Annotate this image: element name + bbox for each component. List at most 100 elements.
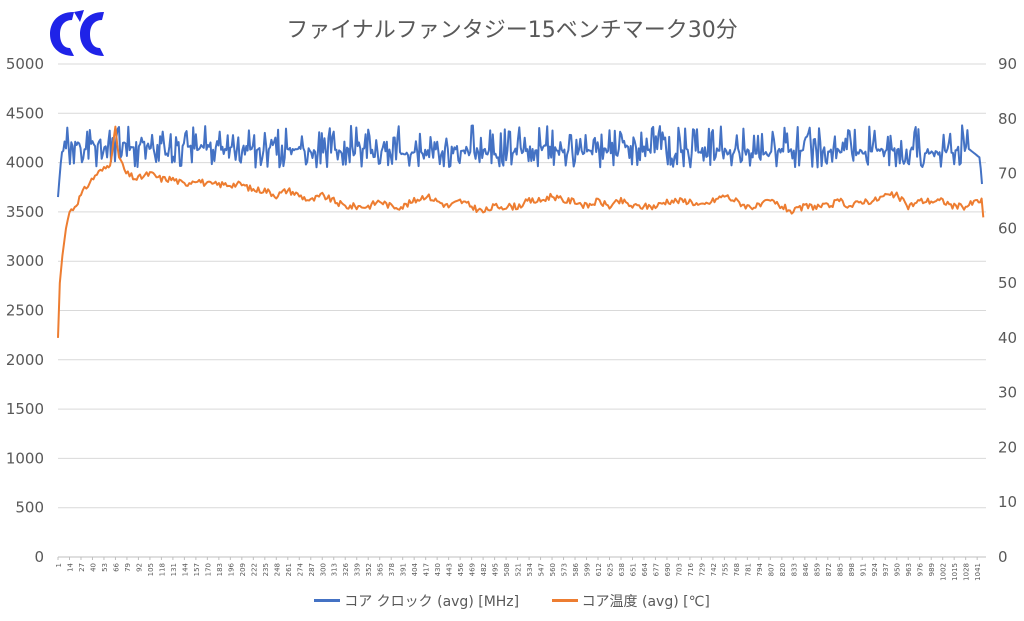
legend-item-temp: コア温度 (avg) [℃] <box>551 591 710 611</box>
x-tick-label: 846 <box>802 562 810 576</box>
legend-swatch-clock <box>314 599 341 602</box>
x-tick-label: 118 <box>158 563 166 576</box>
x-tick-label: 456 <box>457 562 465 576</box>
x-tick-label: 755 <box>721 563 729 576</box>
x-tick-label: 287 <box>308 563 316 576</box>
x-tick-label: 209 <box>239 563 247 576</box>
x-tick-label: 1041 <box>974 563 982 581</box>
x-tick-label: 430 <box>434 563 442 576</box>
y-right-tick-label: 20 <box>998 438 1017 456</box>
x-tick-label: 612 <box>595 563 603 576</box>
x-tick-label: 586 <box>572 562 580 576</box>
x-tick-label: 1028 <box>963 563 971 581</box>
x-tick-label: 729 <box>698 563 706 576</box>
y-left-tick-label: 3500 <box>6 203 44 221</box>
legend-label-temp: コア温度 (avg) [℃] <box>581 593 710 610</box>
x-tick-label: 170 <box>204 563 212 576</box>
y-left-tick-label: 4500 <box>6 104 44 122</box>
x-tick-label: 482 <box>480 563 488 576</box>
x-tick-label: 105 <box>147 563 155 576</box>
x-tick-label: 1 <box>55 563 63 567</box>
x-tick-label: 92 <box>135 563 143 572</box>
x-tick-label: 183 <box>216 563 224 576</box>
x-tick-label: 391 <box>400 563 408 576</box>
x-tick-label: 820 <box>779 563 787 576</box>
x-tick-label: 859 <box>813 563 821 576</box>
x-tick-label: 508 <box>503 563 511 576</box>
x-tick-label: 950 <box>894 563 902 576</box>
x-tick-label: 1002 <box>940 563 948 581</box>
x-tick-label: 40 <box>89 563 97 572</box>
x-tick-label: 443 <box>446 563 454 576</box>
legend: コア クロック (avg) [MHz] コア温度 (avg) [℃] <box>0 590 1024 611</box>
x-tick-label: 911 <box>859 563 867 576</box>
series-lines <box>57 124 985 338</box>
x-axis: 1 14 27 40 53 66 79 92 105 118 131 144 157 170 183 196 2… <box>55 556 986 581</box>
x-tick-label: 1015 <box>951 563 959 581</box>
y-right-tick-label: 80 <box>998 110 1017 128</box>
y-right-tick-label: 90 <box>998 55 1017 73</box>
y-left-tick-label: 5000 <box>6 55 44 73</box>
logo-left-c-icon <box>50 12 74 56</box>
x-tick-label: 664 <box>641 562 649 576</box>
x-tick-label: 404 <box>411 562 419 576</box>
x-tick-label: 521 <box>515 563 523 576</box>
logo-right-c-icon <box>80 12 104 56</box>
y-left-tick-label: 1500 <box>6 400 44 418</box>
x-tick-label: 417 <box>423 563 431 576</box>
x-tick-label: 144 <box>181 562 189 576</box>
x-tick-label: 573 <box>561 563 569 576</box>
x-tick-label: 352 <box>365 563 373 576</box>
x-tick-label: 768 <box>733 563 741 576</box>
gridlines <box>58 63 986 558</box>
x-tick-label: 261 <box>285 563 293 576</box>
series-line-clock <box>57 124 983 198</box>
y-left-tick-label: 3000 <box>6 252 44 270</box>
y-left-tick-label: 4000 <box>6 154 44 172</box>
x-tick-label: 495 <box>492 563 500 576</box>
x-tick-label: 365 <box>377 563 385 576</box>
x-tick-label: 703 <box>675 563 683 576</box>
legend-label-clock: コア クロック (avg) [MHz] <box>344 593 520 610</box>
x-tick-label: 274 <box>296 562 304 576</box>
legend-swatch-temp <box>551 599 578 602</box>
x-tick-label: 313 <box>331 563 339 576</box>
x-tick-label: 157 <box>193 563 201 576</box>
legend-item-clock: コア クロック (avg) [MHz] <box>314 591 519 611</box>
x-tick-label: 534 <box>526 562 534 576</box>
x-tick-label: 599 <box>584 563 592 576</box>
x-tick-label: 300 <box>319 563 327 576</box>
x-tick-label: 651 <box>629 563 637 576</box>
x-tick-label: 235 <box>262 563 270 576</box>
x-tick-label: 79 <box>124 563 132 572</box>
chart-title: ファイナルファンタジー15ベンチマーク30分 <box>286 18 738 43</box>
x-tick-label: 547 <box>538 563 546 576</box>
x-tick-label: 924 <box>871 562 879 576</box>
x-tick-label: 638 <box>618 563 626 576</box>
x-tick-label: 560 <box>549 563 557 576</box>
x-tick-label: 963 <box>905 563 913 576</box>
x-tick-label: 872 <box>825 563 833 576</box>
x-tick-label: 833 <box>790 563 798 576</box>
x-tick-label: 469 <box>469 563 477 576</box>
series-line-temp <box>57 125 985 338</box>
y-right-tick-label: 30 <box>998 384 1017 402</box>
right-y-axis: 0 10 20 30 40 50 60 70 80 90 <box>998 55 1017 566</box>
x-tick-label: 781 <box>744 563 752 576</box>
x-tick-label: 794 <box>756 562 764 576</box>
x-tick-label: 937 <box>882 563 890 576</box>
x-tick-label: 196 <box>227 562 235 576</box>
x-tick-label: 625 <box>606 563 614 576</box>
x-tick-label: 66 <box>112 562 120 571</box>
x-tick-label: 326 <box>342 562 350 576</box>
y-right-tick-label: 50 <box>998 274 1017 292</box>
y-right-tick-label: 40 <box>998 329 1017 347</box>
y-left-tick-label: 2000 <box>6 351 44 369</box>
x-tick-label: 885 <box>836 563 844 576</box>
x-tick-label: 716 <box>687 562 695 576</box>
y-right-tick-label: 10 <box>998 493 1017 511</box>
x-tick-label: 339 <box>354 563 362 576</box>
left-y-axis: 0 500 1000 1500 2000 2500 3000 3500 4000 4500 5000 <box>6 55 44 566</box>
x-tick-label: 53 <box>101 563 109 572</box>
